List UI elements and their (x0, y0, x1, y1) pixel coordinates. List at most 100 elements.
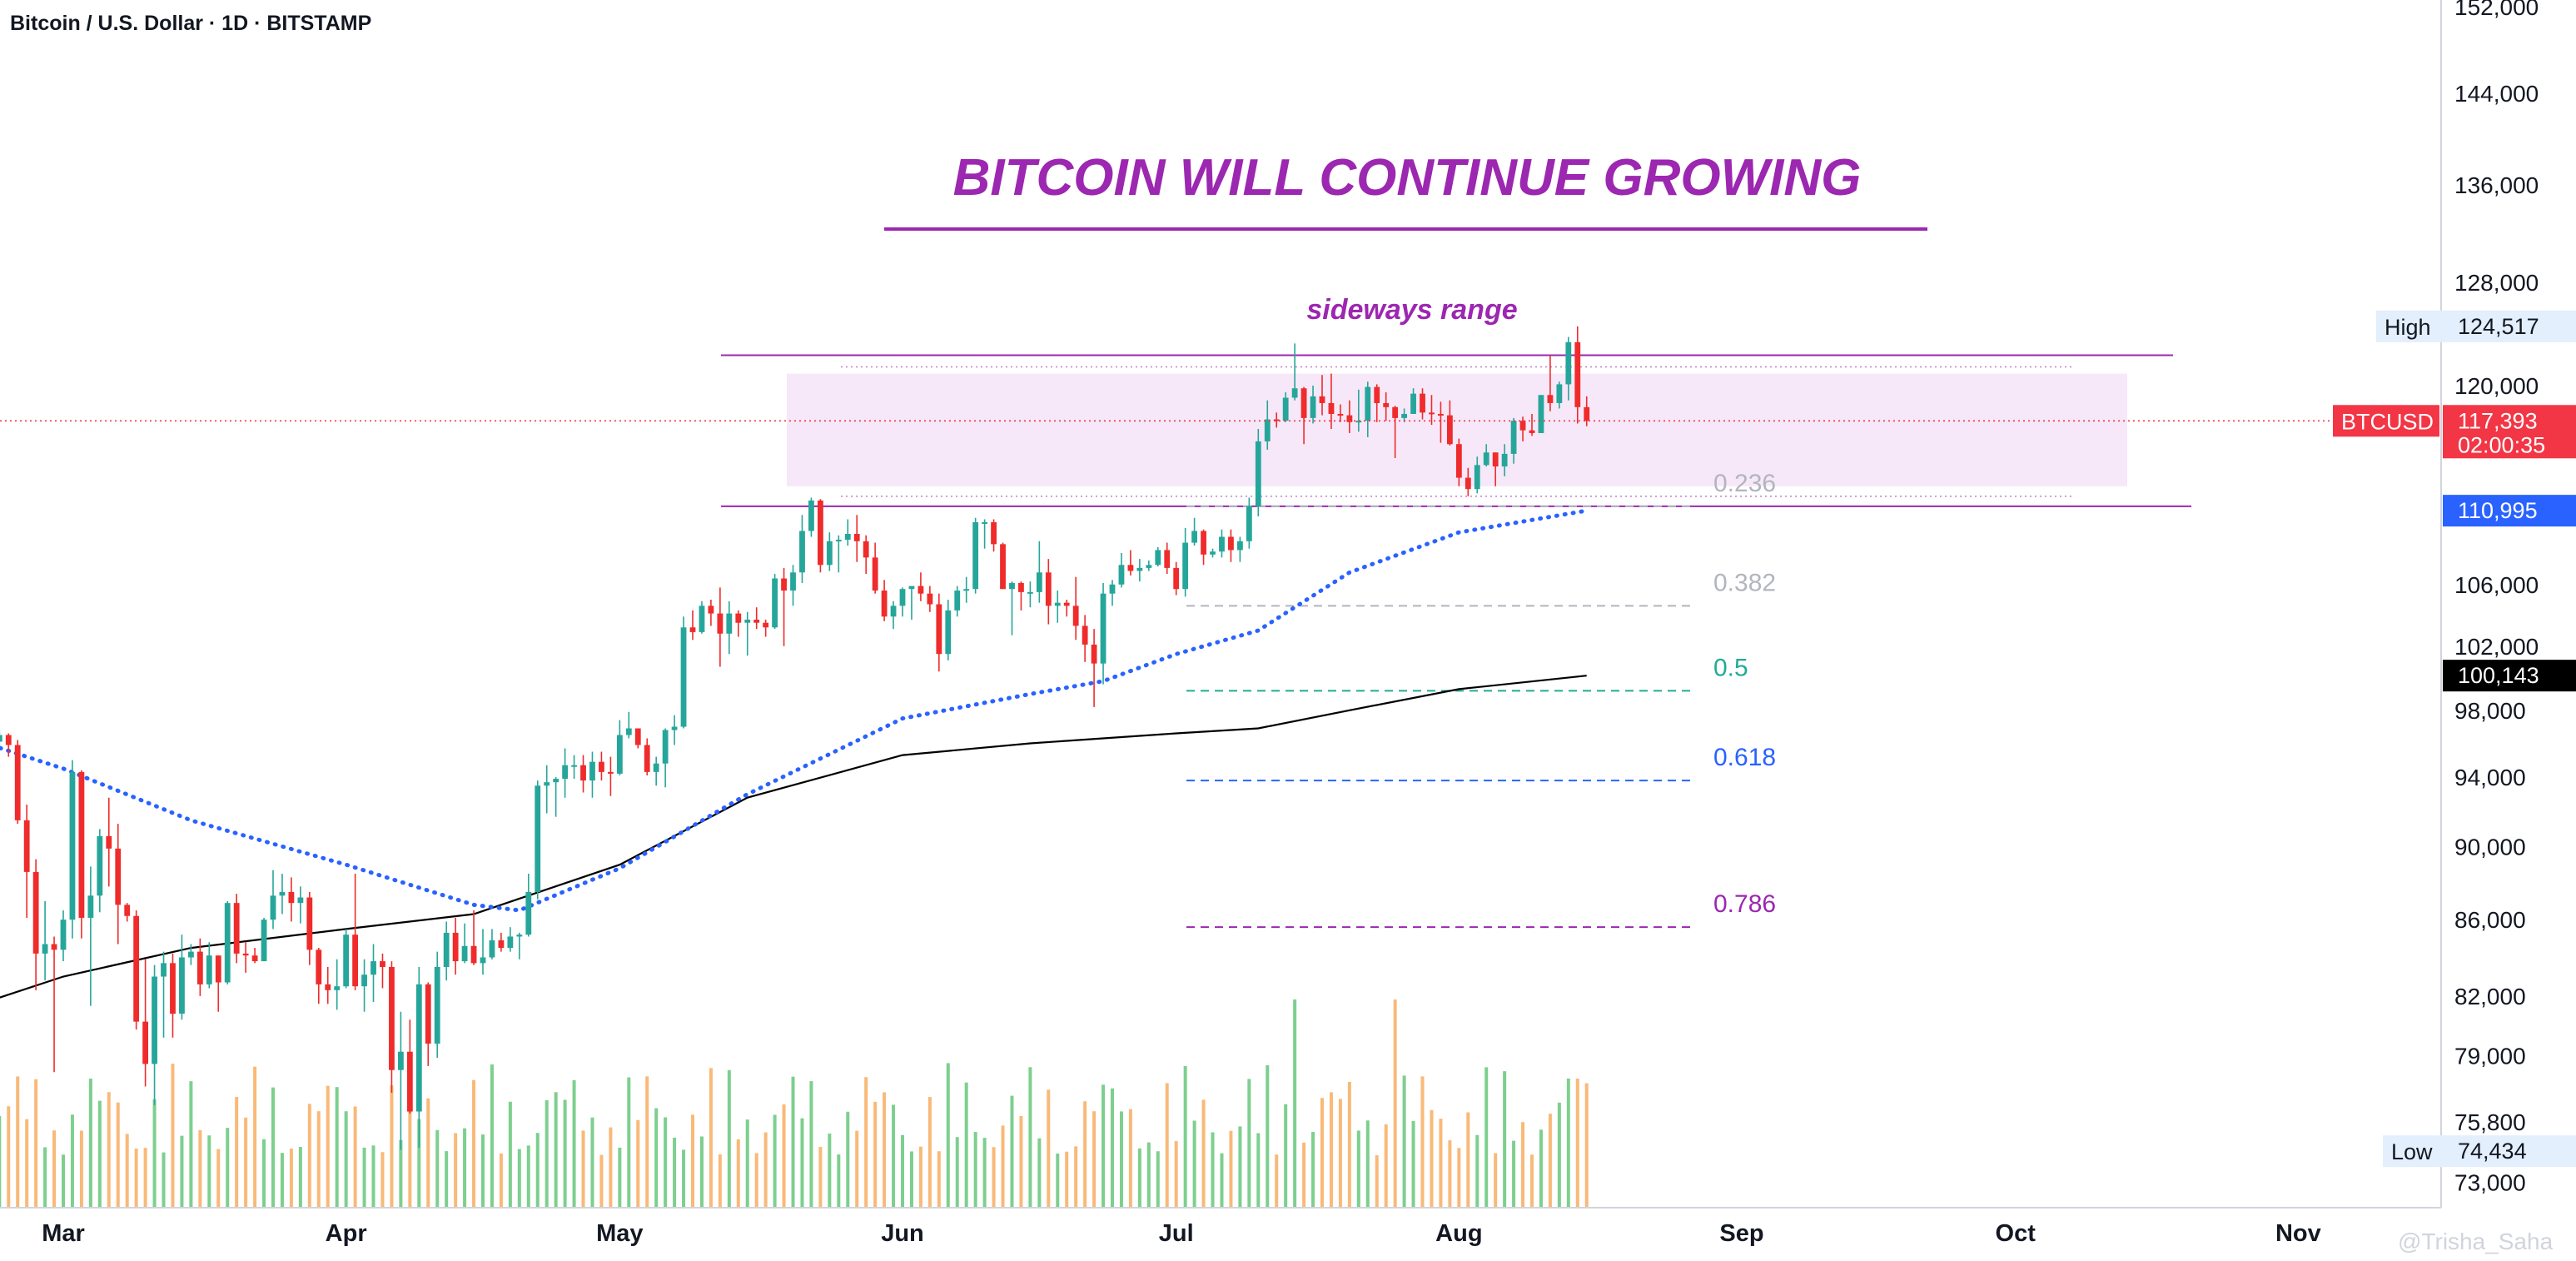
volume-bar (627, 1077, 631, 1208)
candle-body (370, 961, 376, 975)
volume-bar (1512, 1140, 1516, 1208)
volume-bar (1356, 1130, 1360, 1208)
volume-bar (1102, 1084, 1106, 1208)
volume-bar (1448, 1140, 1452, 1208)
volume-bar (344, 1111, 348, 1208)
candle-body (580, 765, 586, 781)
candle-body (708, 606, 714, 614)
candle (452, 917, 459, 975)
candle-body (1018, 582, 1024, 592)
candle-body (152, 976, 157, 1064)
candle-body (1246, 506, 1252, 541)
candle-body (97, 835, 103, 896)
candle (261, 917, 267, 962)
candle-body (689, 627, 696, 632)
volume-bar (271, 1087, 275, 1208)
volume-bar (1347, 1081, 1351, 1208)
candle (1328, 373, 1335, 430)
candle-body (763, 622, 769, 628)
low-label-bg (2383, 1135, 2444, 1168)
y-tick-label: 94,000 (2454, 765, 2526, 790)
candle (42, 900, 48, 981)
candle (1346, 400, 1353, 433)
badge-bg (2443, 310, 2576, 342)
candle (872, 542, 878, 594)
candle (60, 910, 67, 962)
candle-body (945, 610, 952, 655)
volume-bar (1420, 1076, 1425, 1208)
badge-bg (2443, 405, 2576, 459)
volume-bar (1192, 1120, 1196, 1208)
candle (470, 910, 477, 965)
candle-body (434, 966, 440, 1044)
candle-body (1264, 419, 1271, 441)
candle-body (251, 955, 258, 962)
volume-bar (526, 1145, 530, 1208)
candle (653, 756, 659, 786)
candle (881, 580, 888, 621)
volume-bar (7, 1106, 11, 1208)
candle (233, 894, 240, 964)
volume-bar (408, 1066, 412, 1208)
candle-body (1420, 393, 1425, 413)
high-label: High (2385, 315, 2431, 340)
chart-title: BITCOIN WILL CONTINUE GROWING (953, 149, 1862, 207)
candle (790, 565, 796, 606)
x-tick-label: Aug (1435, 1220, 1482, 1247)
candle (1191, 517, 1198, 546)
range-layer (721, 354, 2191, 507)
volume-bar (918, 1146, 922, 1208)
badge-value: 74,434 (2458, 1139, 2527, 1164)
volume-bar (1146, 1142, 1151, 1208)
volume-bar (992, 1147, 996, 1208)
candle (5, 733, 12, 757)
volume-bar (116, 1102, 120, 1208)
volume-bar (782, 1104, 786, 1208)
volume-bar (691, 1114, 694, 1208)
volume-bar (754, 1153, 758, 1208)
volume-bar (481, 1134, 485, 1208)
volume-bar (426, 1098, 430, 1208)
volume-bar (417, 1119, 421, 1208)
candle-body (954, 591, 961, 611)
candle-body (936, 604, 942, 655)
volume-bar (1302, 1142, 1306, 1208)
candle (516, 932, 523, 959)
candle-body (1446, 415, 1453, 445)
candle-body (1529, 430, 1535, 433)
candle-body (42, 944, 48, 954)
candle (434, 951, 440, 1059)
candle-body (1173, 567, 1180, 590)
volume-bar (837, 1154, 841, 1208)
candle-body (215, 955, 221, 983)
candle (1310, 386, 1316, 424)
candle (0, 730, 2, 749)
volume-bar (964, 1082, 968, 1208)
volume-bar (16, 1076, 20, 1208)
candle (1091, 629, 1097, 707)
volume-bar (873, 1101, 878, 1208)
candle (616, 720, 623, 775)
candle (1529, 413, 1535, 436)
candle-body (242, 953, 249, 956)
candle-body (890, 606, 897, 617)
candle (853, 515, 860, 562)
volume-bar (581, 1130, 585, 1208)
candle (607, 756, 614, 796)
candle-body (918, 586, 924, 594)
candle (927, 586, 933, 612)
candle (1201, 529, 1206, 566)
candle-body (78, 771, 85, 918)
candle (1036, 541, 1042, 603)
volume-bar (499, 1153, 503, 1208)
candle (1236, 536, 1243, 562)
candle-body (1045, 572, 1052, 606)
volume-bar (855, 1130, 859, 1208)
candle (206, 942, 212, 989)
candle-body (1519, 421, 1526, 431)
volume-bar (545, 1099, 549, 1208)
candle (781, 567, 787, 646)
candle (1291, 343, 1298, 401)
